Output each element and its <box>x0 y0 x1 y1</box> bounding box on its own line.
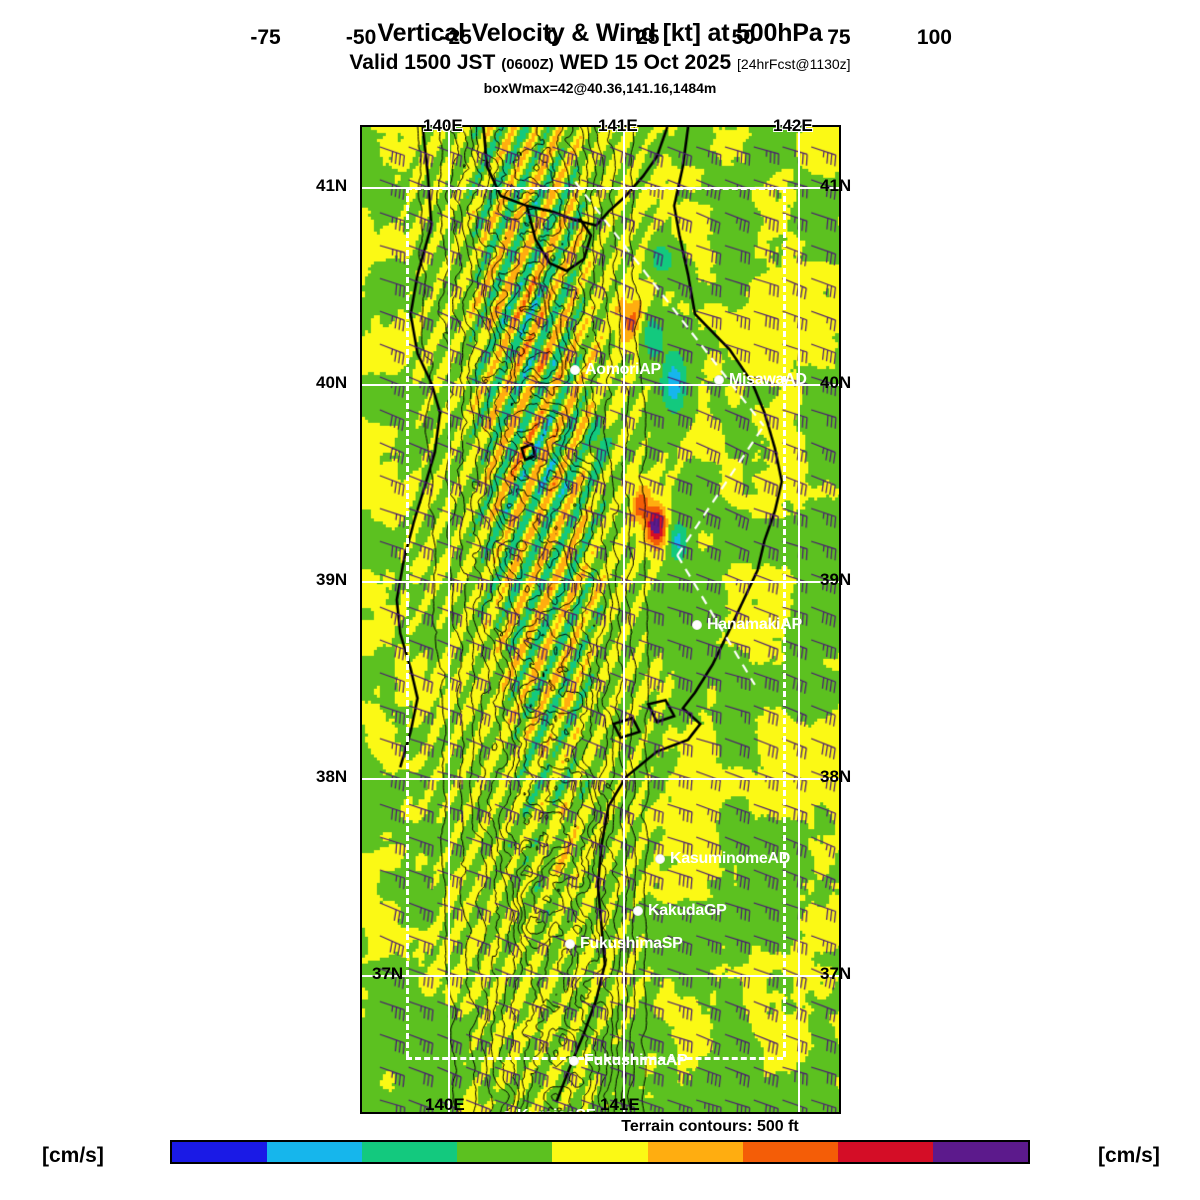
gridline-lon-140E <box>448 127 450 1112</box>
gridline-lat-40N <box>362 384 839 386</box>
station-label: AomoriAP <box>585 361 661 378</box>
station-dot-icon <box>565 939 575 949</box>
colorbar-swatch-8 <box>932 1142 1028 1162</box>
station-aomori-ap[interactable]: AomoriAP <box>570 361 661 379</box>
lat-label-right-40N: 40N <box>820 373 852 392</box>
lon-label-top-141E: 141E <box>598 116 638 135</box>
valid-time-line: Valid 1500 JST (0600Z) WED 15 Oct 2025 [… <box>0 50 1200 78</box>
title-block: Vertical Velocity & Wind [kt] at 500hPa … <box>0 18 1200 97</box>
colorbar-swatch-2 <box>362 1142 458 1162</box>
colorbar-swatch-1 <box>267 1142 363 1162</box>
lat-label-right-39N: 39N <box>820 570 852 589</box>
colorbar-ticks: -75 -50 -25 0 25 50 75 100 <box>170 26 1030 56</box>
station-fukushima-sp[interactable]: FukushimaSP <box>565 935 683 953</box>
map-plot-area[interactable]: AomoriAP MisawaAD HanamakiAP KasuminomeA… <box>360 125 841 1114</box>
colorbar-tick-50: 50 <box>731 26 756 49</box>
lat-label-left-39N: 39N <box>316 570 348 589</box>
colorbar-tick-100: 100 <box>916 26 952 49</box>
station-dot-icon <box>714 375 724 385</box>
station-label: KakudaGP <box>648 902 727 919</box>
station-hanamaki-ap[interactable]: HanamakiAP <box>692 616 802 634</box>
colorbar-swatch-6 <box>742 1142 838 1162</box>
colorbar-tick--50: -50 <box>345 26 377 49</box>
colorbar-tick--25: -25 <box>441 26 472 49</box>
domain-box-bottom <box>406 1057 783 1060</box>
valid-date: WED 15 Oct 2025 <box>559 51 732 74</box>
station-kasuminome-ad[interactable]: KasuminomeAD <box>655 850 790 868</box>
valid-time-utc: (0600Z) <box>501 56 554 73</box>
boxwmax-annotation: boxWmax=42@40.36,141.16,1484m <box>483 80 717 96</box>
lat-label-left-40N: 40N <box>316 373 348 392</box>
lon-label-bottom-140E: 140E <box>425 1095 465 1114</box>
station-dot-icon <box>655 854 665 864</box>
lat-label-left-37N: 37N <box>372 964 404 983</box>
station-dot-icon <box>692 620 702 630</box>
lat-label-right-41N: 41N <box>820 176 852 195</box>
lon-label-bottom-141E: 141E <box>600 1095 640 1114</box>
station-label: FukushimaSP <box>580 935 683 952</box>
vertical-velocity-field <box>362 127 839 1112</box>
domain-box-right <box>783 187 786 1057</box>
station-label: FukushimaAP <box>584 1052 688 1069</box>
gridline-lat-39N <box>362 581 839 583</box>
page-title: Vertical Velocity & Wind [kt] at 500hPa <box>377 19 823 47</box>
colorbar-tick-25: 25 <box>636 26 660 49</box>
station-kuroiso-sf[interactable]: KuroisoSF <box>502 1107 596 1112</box>
station-dot-icon <box>569 1056 579 1066</box>
station-kakuda-gp[interactable]: KakudaGP <box>633 902 727 920</box>
gridline-lat-37N <box>362 975 839 977</box>
station-label: HanamakiAP <box>707 616 802 633</box>
colorbar-swatch-3 <box>457 1142 553 1162</box>
terrain-contour-label: Terrain contours: 500 ft <box>621 1118 799 1135</box>
lon-label-top-142E: 142E <box>773 116 813 135</box>
lon-label-top-140E: 140E <box>423 116 463 135</box>
station-dot-icon <box>502 1111 512 1112</box>
lat-label-right-37N: 37N <box>820 964 852 983</box>
domain-box-top <box>406 187 783 190</box>
station-label: KasuminomeAD <box>670 850 790 867</box>
forecast-tag: [24hrFcst@1130z] <box>737 56 851 72</box>
colorbar-swatch-7 <box>837 1142 933 1162</box>
gridline-lat-38N <box>362 778 839 780</box>
colorbar[interactable] <box>170 1140 1030 1164</box>
station-label: MisawaAD <box>729 371 807 388</box>
colorbar-swatch-5 <box>647 1142 743 1162</box>
station-dot-icon <box>570 365 580 375</box>
station-dot-icon <box>633 906 643 916</box>
colorbar-swatch-4 <box>552 1142 648 1162</box>
colorbar-tick-75: 75 <box>827 26 851 49</box>
colorbar-tick-0: 0 <box>546 26 559 49</box>
lat-label-right-38N: 38N <box>820 767 852 786</box>
domain-box-left <box>406 187 409 1057</box>
station-label: KuroisoSF <box>517 1107 596 1112</box>
colorbar-tick--75: -75 <box>250 26 281 49</box>
gridline-lon-141E <box>623 127 625 1112</box>
station-fukushima-ap[interactable]: FukushimaAP <box>569 1052 688 1070</box>
station-misawa-ad[interactable]: MisawaAD <box>714 371 807 389</box>
colorbar-unit-left: [cm/s] <box>42 1144 104 1167</box>
terrain-contour-note: Terrain contours: 500 ft <box>0 1118 1200 1136</box>
lat-label-left-41N: 41N <box>316 176 348 195</box>
colorbar-swatch-0 <box>172 1142 268 1162</box>
gridline-lon-142E <box>798 127 800 1112</box>
lat-label-left-38N: 38N <box>316 767 348 786</box>
colorbar-unit-right: [cm/s] <box>1098 1144 1160 1167</box>
valid-time-prefix: Valid 1500 JST <box>349 51 496 74</box>
colorbar-region: [cm/s] [cm/s] <box>0 1140 1200 1167</box>
